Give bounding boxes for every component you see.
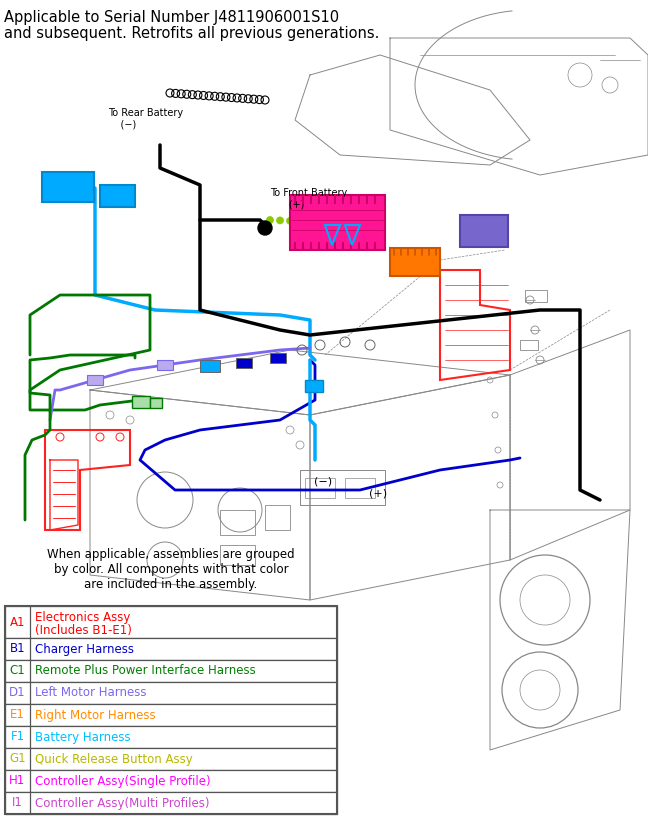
Bar: [200, 360, 220, 372]
Bar: [390, 248, 440, 276]
Bar: [5, 704, 337, 726]
Text: are included in the assembly.: are included in the assembly.: [84, 578, 258, 591]
Bar: [290, 195, 385, 250]
Text: C1: C1: [10, 664, 25, 677]
Text: Applicable to Serial Number J4811906001S10: Applicable to Serial Number J4811906001S…: [4, 10, 339, 25]
Bar: [5, 606, 337, 638]
Text: F1: F1: [10, 731, 25, 744]
Text: To Front Battery
      (+): To Front Battery (+): [270, 188, 347, 210]
Bar: [220, 545, 255, 565]
Bar: [345, 478, 375, 498]
Bar: [305, 478, 335, 498]
Bar: [87, 375, 103, 385]
Text: D1: D1: [9, 686, 26, 699]
Circle shape: [307, 218, 314, 225]
Bar: [5, 792, 337, 814]
Text: by color. All components with that color: by color. All components with that color: [54, 563, 288, 576]
Bar: [42, 172, 94, 202]
Text: H1: H1: [9, 775, 26, 788]
Bar: [100, 185, 135, 207]
Bar: [5, 682, 337, 704]
Text: (−): (−): [314, 477, 332, 487]
Bar: [157, 360, 173, 370]
Bar: [5, 726, 337, 748]
Text: G1: G1: [9, 753, 26, 766]
Text: Right Motor Harness: Right Motor Harness: [35, 708, 156, 722]
Bar: [270, 353, 286, 363]
Bar: [5, 770, 337, 792]
Circle shape: [277, 217, 284, 224]
Text: (Includes B1-E1): (Includes B1-E1): [35, 624, 132, 637]
Bar: [305, 380, 323, 392]
Text: I1: I1: [12, 797, 23, 809]
Text: To Rear Battery
    (−): To Rear Battery (−): [108, 108, 183, 129]
Text: E1: E1: [10, 708, 25, 722]
Circle shape: [286, 217, 294, 224]
Circle shape: [297, 218, 303, 224]
Circle shape: [316, 219, 323, 225]
Text: Charger Harness: Charger Harness: [35, 642, 134, 655]
Bar: [132, 396, 150, 408]
Bar: [150, 398, 162, 408]
Text: Controller Assy(Multi Profiles): Controller Assy(Multi Profiles): [35, 797, 209, 809]
Bar: [300, 470, 385, 505]
Text: (+): (+): [369, 488, 387, 498]
Bar: [5, 638, 337, 660]
Text: Quick Release Button Assy: Quick Release Button Assy: [35, 753, 192, 766]
Bar: [5, 748, 337, 770]
Bar: [5, 660, 337, 682]
Text: Remote Plus Power Interface Harness: Remote Plus Power Interface Harness: [35, 664, 256, 677]
Bar: [236, 358, 252, 368]
Bar: [460, 215, 508, 247]
Text: B1: B1: [10, 642, 25, 655]
Text: Battery Harness: Battery Harness: [35, 731, 131, 744]
Text: When applicable, assemblies are grouped: When applicable, assemblies are grouped: [47, 548, 295, 561]
Bar: [520, 340, 538, 350]
Bar: [265, 505, 290, 530]
Circle shape: [258, 221, 272, 235]
Bar: [5, 606, 337, 814]
Circle shape: [266, 216, 273, 224]
Text: Left Motor Harness: Left Motor Harness: [35, 686, 146, 699]
Bar: [220, 510, 255, 535]
Bar: [525, 290, 547, 302]
Text: and subsequent. Retrofits all previous generations.: and subsequent. Retrofits all previous g…: [4, 26, 379, 41]
Text: Electronics Assy: Electronics Assy: [35, 611, 130, 624]
Text: Controller Assy(Single Profile): Controller Assy(Single Profile): [35, 775, 211, 788]
Text: A1: A1: [10, 616, 25, 628]
